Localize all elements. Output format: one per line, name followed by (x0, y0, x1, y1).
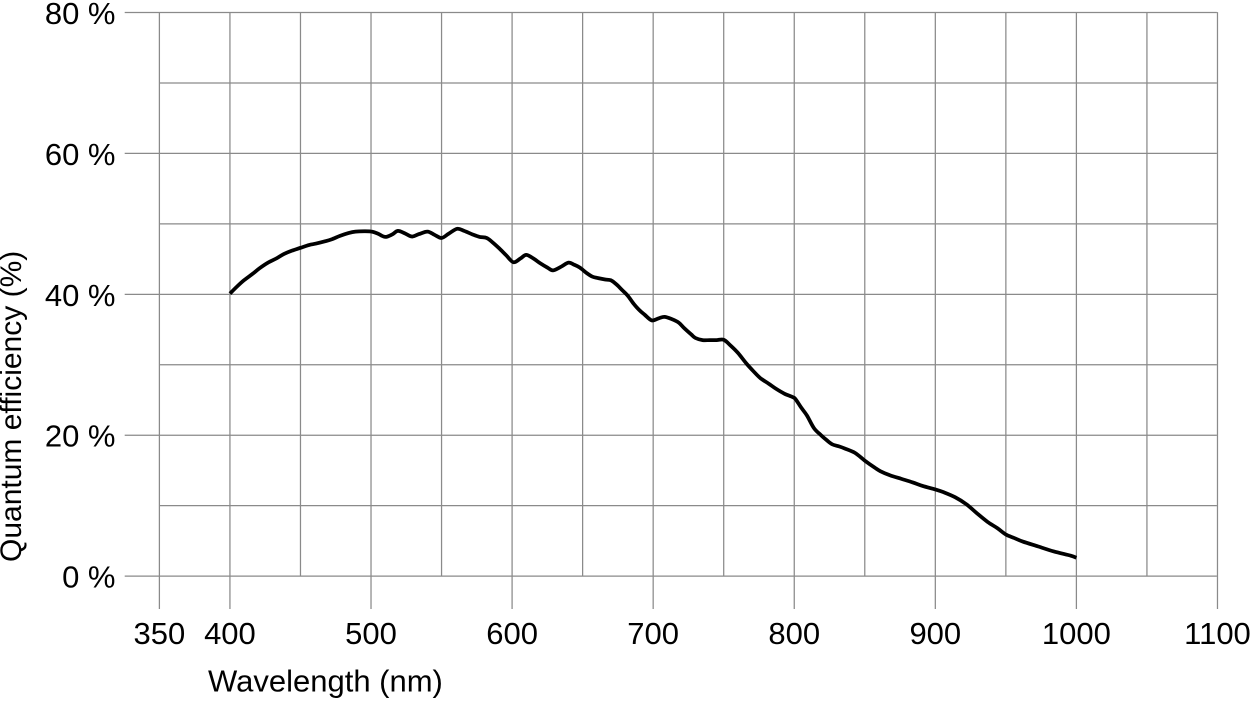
svg-text:40 %: 40 % (45, 278, 116, 313)
svg-text:700: 700 (627, 616, 679, 651)
svg-text:400: 400 (204, 616, 256, 651)
svg-text:80 %: 80 % (45, 0, 116, 31)
svg-text:1100: 1100 (1184, 616, 1250, 651)
svg-text:1000: 1000 (1042, 616, 1111, 651)
svg-text:0 %: 0 % (62, 560, 115, 595)
svg-text:Quantum efficiency (%): Quantum efficiency (%) (0, 251, 28, 562)
svg-text:900: 900 (909, 616, 961, 651)
svg-text:800: 800 (768, 616, 820, 651)
svg-text:60 %: 60 % (45, 137, 116, 172)
svg-text:350: 350 (134, 616, 186, 651)
svg-text:500: 500 (345, 616, 397, 651)
svg-text:20 %: 20 % (45, 419, 116, 454)
svg-text:Wavelength (nm): Wavelength (nm) (208, 664, 443, 699)
svg-text:600: 600 (486, 616, 538, 651)
